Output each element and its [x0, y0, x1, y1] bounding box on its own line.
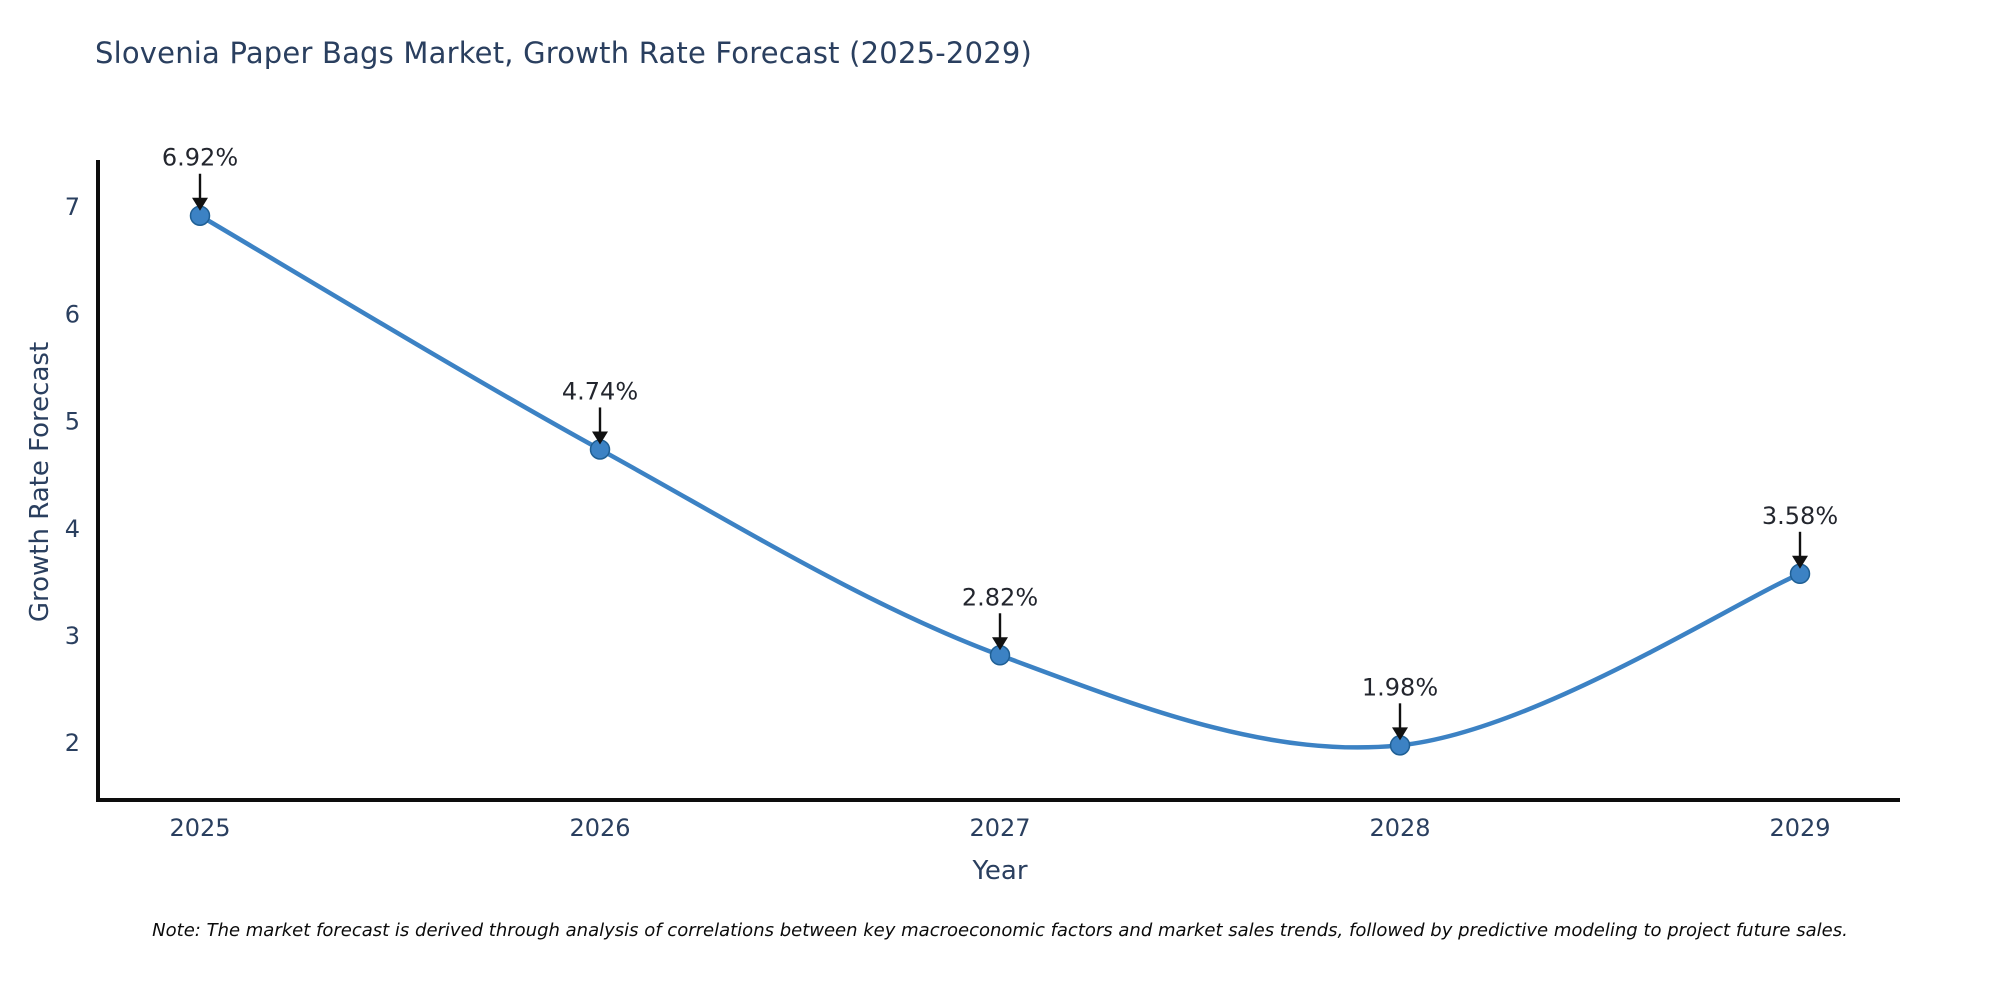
annotation-label: 1.98% [1362, 673, 1438, 701]
x-tick-label: 2028 [1369, 814, 1430, 842]
y-tick-label: 2 [65, 729, 80, 757]
y-tick-label: 5 [65, 408, 80, 436]
annotation-arrowhead-icon [192, 197, 208, 211]
annotation-label: 6.92% [162, 144, 238, 172]
annotation-arrowhead-icon [592, 431, 608, 445]
annotation-arrowhead-icon [1392, 727, 1408, 741]
annotation-label: 3.58% [1762, 502, 1838, 530]
y-tick-label: 3 [65, 622, 80, 650]
chart-footnote: Note: The market forecast is derived thr… [152, 920, 1848, 941]
x-tick-label: 2025 [169, 814, 230, 842]
y-tick-label: 6 [65, 300, 80, 328]
trend-line [197, 213, 1803, 750]
x-tick-label: 2029 [1769, 814, 1830, 842]
chart-title: Slovenia Paper Bags Market, Growth Rate … [95, 36, 1033, 70]
annotation-label: 2.82% [962, 583, 1038, 611]
y-tick-label: 7 [65, 193, 80, 221]
x-tick-label: 2027 [969, 814, 1030, 842]
annotation-arrowhead-icon [1792, 555, 1808, 569]
annotation-label: 4.74% [562, 377, 638, 405]
x-axis-title: Year [972, 856, 1028, 886]
x-tick-label: 2026 [569, 814, 630, 842]
annotation-arrowhead-icon [992, 637, 1008, 651]
y-tick-label: 4 [65, 515, 80, 543]
